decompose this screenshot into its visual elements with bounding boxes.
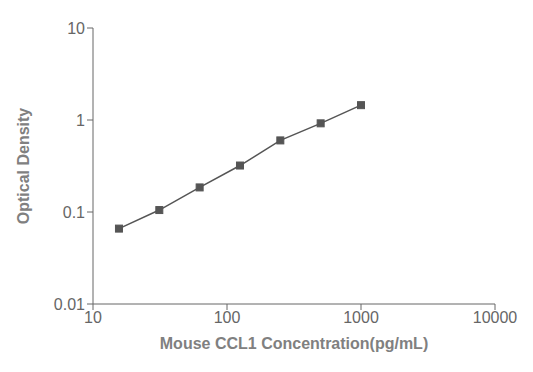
svg-text:Mouse CCL1 Concentration(pg/mL: Mouse CCL1 Concentration(pg/mL) — [160, 335, 428, 352]
svg-text:0.1: 0.1 — [63, 204, 85, 221]
svg-text:0.01: 0.01 — [54, 296, 85, 313]
svg-text:100: 100 — [214, 309, 241, 326]
svg-text:Optical Density: Optical Density — [15, 108, 32, 225]
svg-text:1000: 1000 — [343, 309, 379, 326]
svg-text:10: 10 — [67, 20, 85, 37]
svg-text:1: 1 — [76, 112, 85, 129]
svg-text:10000: 10000 — [473, 309, 518, 326]
svg-text:10: 10 — [84, 309, 102, 326]
